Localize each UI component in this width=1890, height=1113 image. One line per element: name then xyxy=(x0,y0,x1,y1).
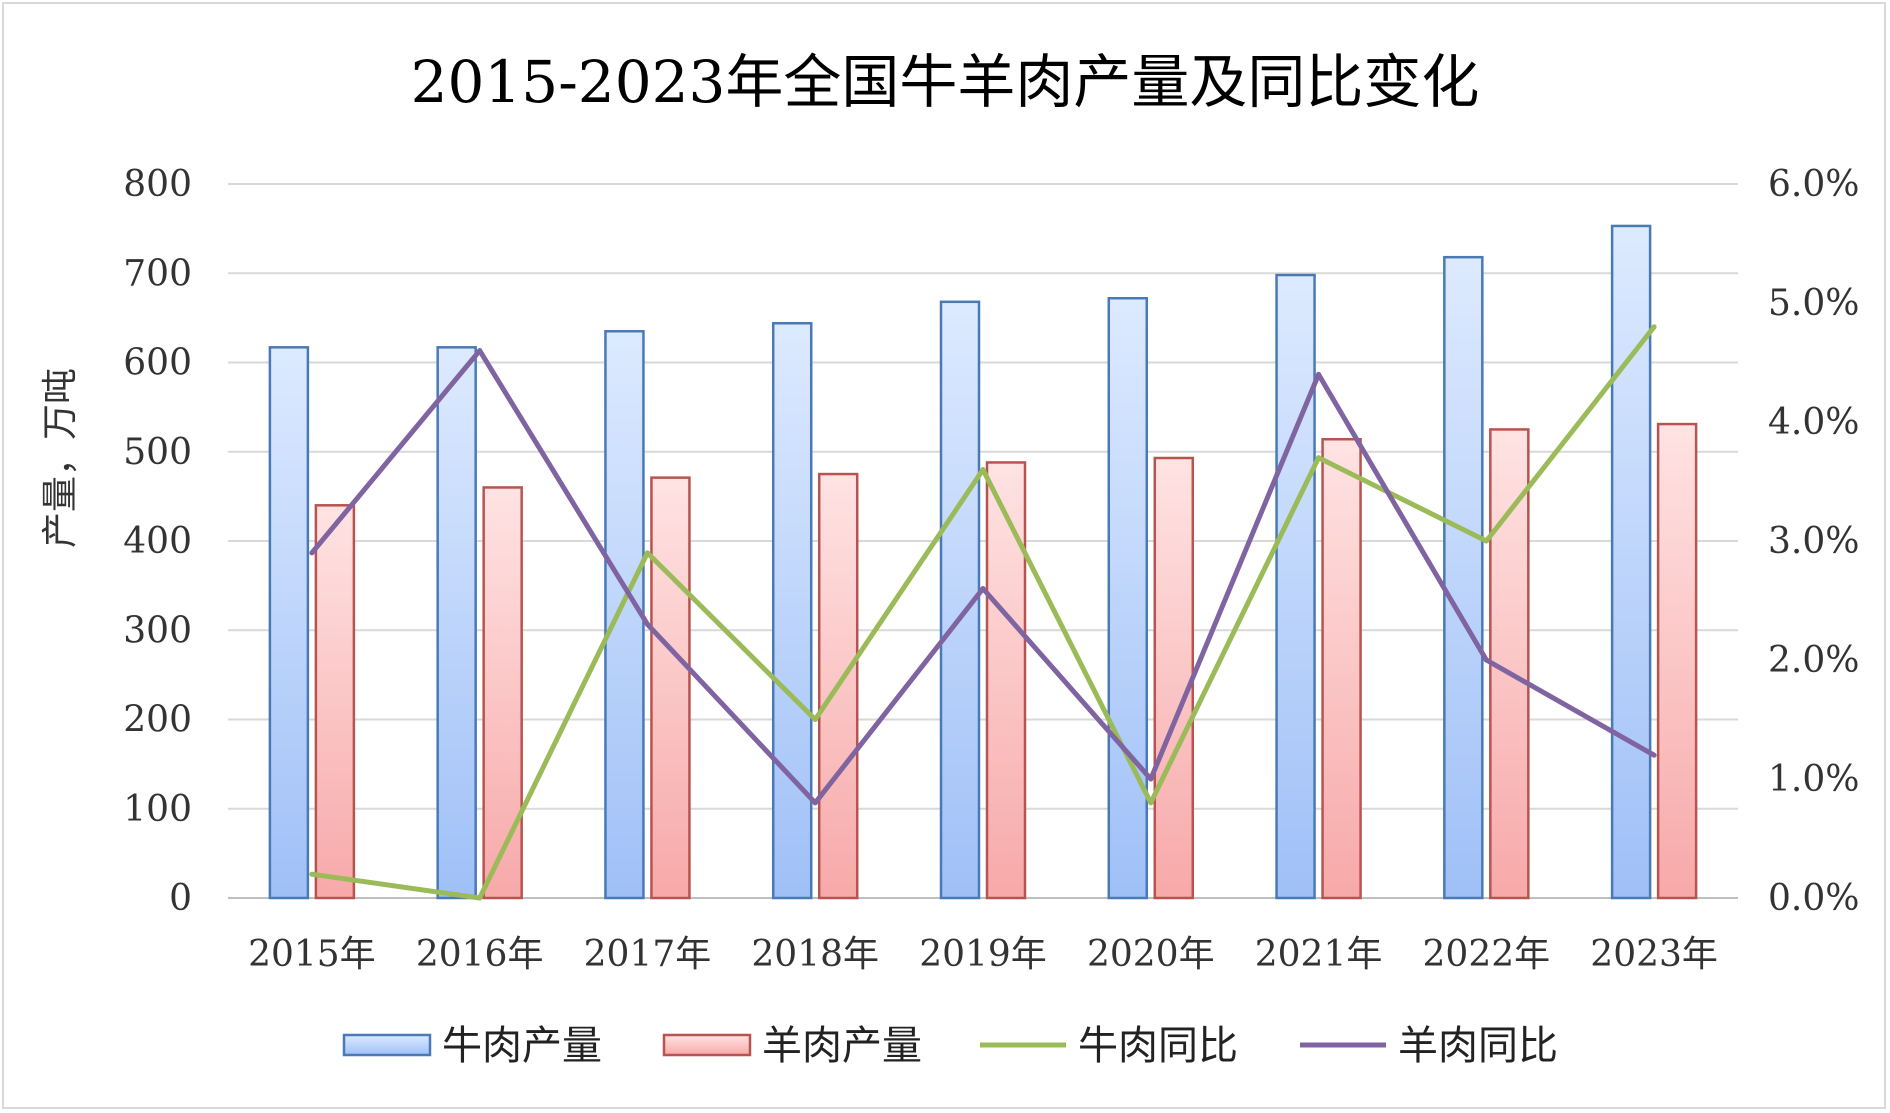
right-tick-label: 0.0% xyxy=(1768,878,1859,919)
bar-mutton xyxy=(1153,456,1195,900)
line-point xyxy=(309,871,315,877)
left-tick-label: 800 xyxy=(123,164,192,205)
left-axis-ticks: 0 100 200 300 400 500 600 700 800 xyxy=(123,164,192,919)
left-tick-label: 100 xyxy=(123,789,192,830)
legend-swatch-1 xyxy=(662,1033,752,1057)
legend-label-3: 羊肉同比 xyxy=(1398,1023,1558,1069)
legend-label-1: 羊肉产量 xyxy=(762,1023,922,1069)
bar-beef xyxy=(771,321,813,900)
x-tick-label: 2016年 xyxy=(416,934,544,975)
x-tick-label: 2023年 xyxy=(1590,934,1718,975)
x-tick-label: 2017年 xyxy=(584,934,712,975)
bar-beef xyxy=(268,346,310,900)
left-tick-label: 400 xyxy=(123,521,192,562)
line-point xyxy=(309,550,315,556)
x-axis-ticks: 2015年 2016年 2017年 2018年 2019年 2020年 2021年 2022年… xyxy=(248,934,1718,975)
line-point xyxy=(812,800,818,806)
line-point xyxy=(1483,538,1489,544)
right-axis-ticks: 0.0% 1.0% 2.0% 3.0% 4.0% 5.0% 6.0% xyxy=(1768,164,1859,919)
line-point xyxy=(980,586,986,592)
line-point xyxy=(1651,324,1657,330)
line-point xyxy=(644,621,650,627)
line-point xyxy=(644,550,650,556)
right-tick-label: 5.0% xyxy=(1768,283,1859,324)
bar-mutton xyxy=(650,476,691,900)
line-point xyxy=(477,895,483,901)
x-tick-label: 2018年 xyxy=(751,934,879,975)
right-tick-label: 3.0% xyxy=(1768,521,1859,562)
line-point xyxy=(1483,657,1489,663)
bar-mutton xyxy=(314,504,356,900)
line-point xyxy=(1651,752,1657,758)
line-point xyxy=(1148,776,1154,782)
x-tick-label: 2015年 xyxy=(248,934,376,975)
x-tick-label: 2022年 xyxy=(1423,934,1551,975)
bar-beef xyxy=(1275,273,1316,900)
bar-mutton xyxy=(1656,422,1698,900)
line-point xyxy=(1316,455,1322,461)
bars xyxy=(268,224,1698,900)
lines xyxy=(309,324,1657,901)
legend-swatch-0 xyxy=(342,1033,432,1057)
bar-beef xyxy=(436,346,477,900)
legend-label-2: 牛肉同比 xyxy=(1078,1023,1238,1069)
right-tick-label: 1.0% xyxy=(1768,759,1859,800)
left-tick-label: 500 xyxy=(123,432,192,473)
bar-mutton xyxy=(985,461,1027,900)
line-point xyxy=(477,348,483,354)
line-point xyxy=(1316,371,1322,377)
bar-beef xyxy=(604,330,645,900)
legend: 牛肉产量 羊肉产量 牛肉同比 羊肉同比 xyxy=(342,1023,1558,1069)
y-axis-title: 产量，万吨 xyxy=(40,368,81,548)
left-tick-label: 700 xyxy=(123,253,192,294)
line-point xyxy=(1148,800,1154,806)
bar-mutton xyxy=(817,472,859,900)
bar-beef xyxy=(1610,224,1652,900)
line-point xyxy=(980,467,986,473)
left-tick-label: 600 xyxy=(123,343,192,384)
right-tick-label: 6.0% xyxy=(1768,164,1859,205)
x-tick-label: 2020年 xyxy=(1087,934,1215,975)
line-point xyxy=(812,717,818,722)
bar-beef xyxy=(1443,255,1484,900)
chart-title: 2015-2023年全国牛羊肉产量及同比变化 xyxy=(411,48,1480,116)
bar-mutton xyxy=(1321,438,1362,900)
bar-beef xyxy=(1107,296,1149,900)
bar-mutton xyxy=(482,486,523,900)
left-tick-label: 300 xyxy=(123,610,192,651)
right-tick-label: 2.0% xyxy=(1768,640,1859,681)
right-tick-label: 4.0% xyxy=(1768,402,1859,443)
x-tick-label: 2021年 xyxy=(1255,934,1383,975)
x-tick-label: 2019年 xyxy=(919,934,1047,975)
left-tick-label: 0 xyxy=(169,878,192,919)
legend-label-0: 牛肉产量 xyxy=(442,1023,602,1069)
left-tick-label: 200 xyxy=(123,700,192,741)
